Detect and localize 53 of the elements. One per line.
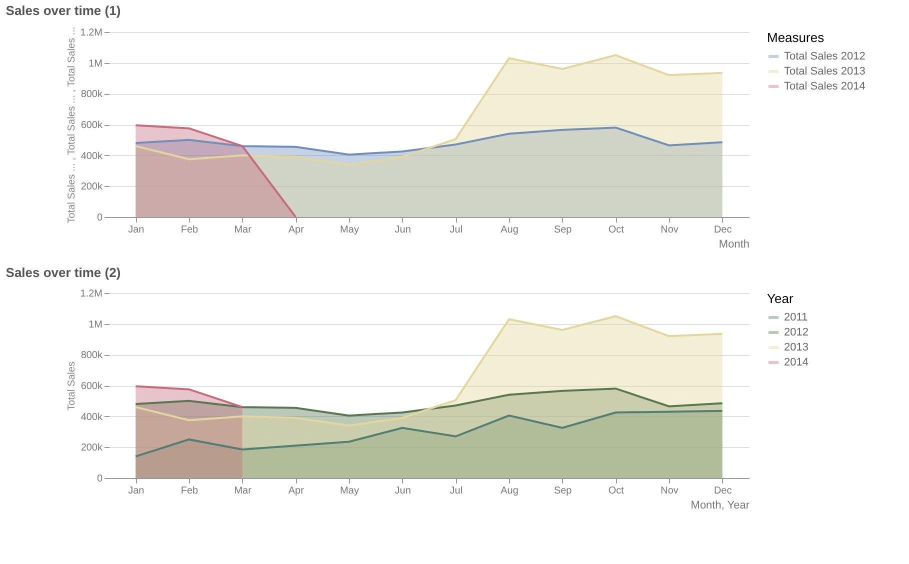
x-tick-label: May [340,486,359,496]
x-tick-label: Jan [128,486,144,496]
y-tick-label: 400k [80,150,104,162]
y-tick-label: 200k [80,442,104,454]
y-tick-label: 1.2M [80,28,102,38]
legend-label: 2011 [784,312,808,324]
x-tick-label: Mar [234,224,252,236]
legend-label: 2014 [784,356,808,368]
x-tick-label: Aug [500,486,518,496]
legend-label: Total Sales 2013 [784,66,866,78]
x-tick-label: Dec [714,224,732,236]
y-tick-label: 1M [88,58,102,70]
chart-title: Sales over time (1) [6,3,121,18]
y-tick-label: 1M [88,319,102,330]
chart-title: Sales over time (2) [6,265,121,280]
legend-title: Year [767,291,794,306]
x-tick-label: Mar [234,486,252,496]
legend-label: Total Sales 2014 [784,80,866,92]
x-tick-label: Aug [500,224,518,236]
x-tick-label: Jun [394,486,411,496]
x-tick-label: Jul [450,486,463,496]
legend-label: 2012 [784,326,808,338]
legend-label: 2013 [784,342,808,354]
x-tick-label: Feb [180,486,199,496]
x-tick-label: Sep [554,224,572,236]
legend-title: Measures [767,30,825,45]
x-tick-label: Sep [554,486,572,496]
x-axis-title: Month [718,238,750,250]
x-tick-label: May [340,224,359,236]
x-tick-label: Jul [450,224,463,236]
x-tick-label: Apr [288,224,305,236]
y-tick-label: 400k [80,412,104,423]
y-tick-label: 800k [80,89,104,100]
y-tick-label: 600k [80,381,104,392]
y-tick-label: 1.2M [80,288,102,300]
y-tick-label: 800k [80,350,104,362]
y-axis-title: Total Sales [66,362,78,410]
x-tick-label: Jan [128,224,144,236]
x-tick-label: Nov [660,486,678,496]
x-tick-label: Oct [608,224,624,236]
x-tick-label: Nov [660,224,678,236]
x-axis-title: Month, Year [690,500,750,512]
legend-label: Total Sales 2012 [784,50,866,62]
x-tick-label: Jun [394,224,411,236]
x-tick-label: Apr [288,486,305,496]
y-tick-label: 0 [96,474,103,484]
x-tick-label: Dec [714,486,732,496]
y-axis-title: Total Sales ... , Total Sales ... , Total Sales ... [66,26,78,224]
y-tick-label: 600k [80,120,104,131]
y-tick-label: 0 [96,212,103,224]
x-tick-label: Oct [608,486,624,496]
x-tick-label: Feb [180,224,199,236]
y-tick-label: 200k [80,182,104,193]
